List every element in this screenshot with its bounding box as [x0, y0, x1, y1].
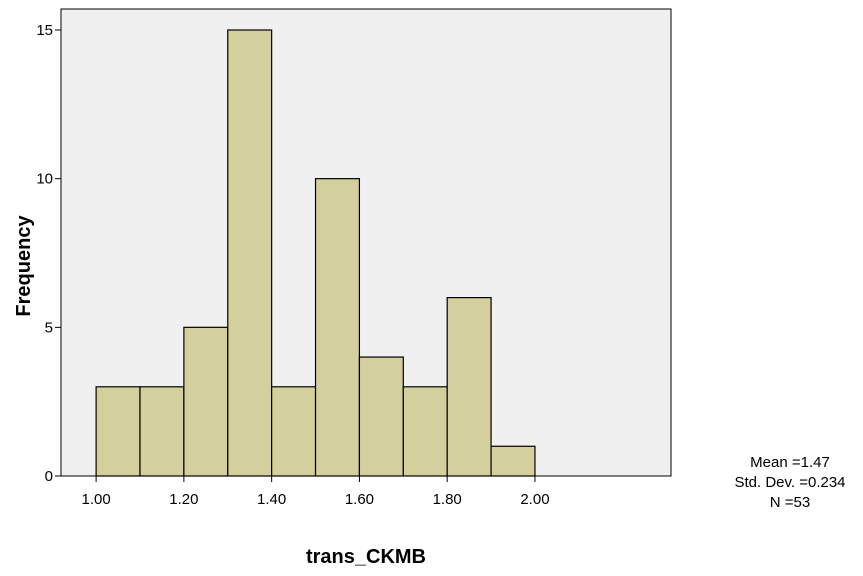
histogram-bar [358, 356, 404, 477]
y-axis-title: Frequency [13, 215, 35, 317]
y-tick-label: 0 [45, 468, 53, 485]
histogram-bar [446, 297, 492, 477]
summary-stats: Mean =1.47 Std. Dev. =0.234 N =53 [734, 454, 845, 511]
y-tick-label: 10 [36, 171, 53, 188]
histogram-bar [139, 386, 185, 477]
histogram-bar [402, 386, 448, 477]
histogram-bar [183, 326, 229, 477]
histogram-bar [95, 386, 141, 477]
stats-std-dev: Std. Dev. =0.234 [734, 474, 845, 491]
x-tick-label: 1.80 [433, 491, 462, 508]
histogram-bars [95, 29, 536, 477]
y-axis: 0 5 10 15 [36, 22, 61, 485]
stats-mean: Mean =1.47 [750, 454, 830, 471]
histogram-bar [314, 178, 361, 477]
x-axis-title: trans_CKMB [306, 546, 426, 568]
x-tick-label: 1.20 [169, 491, 198, 508]
x-tick-label: 2.00 [520, 491, 549, 508]
stats-n: N =53 [770, 494, 810, 511]
y-tick-label: 5 [45, 319, 53, 336]
histogram-bar [490, 445, 536, 477]
x-tick-label: 1.40 [257, 491, 286, 508]
histogram-bar [271, 386, 317, 477]
y-tick-label: 15 [36, 22, 53, 39]
histogram-bar [227, 29, 273, 477]
x-tick-label: 1.60 [345, 491, 374, 508]
x-axis: 1.00 1.20 1.40 1.60 1.80 2.00 [82, 476, 550, 508]
x-tick-label: 1.00 [82, 491, 111, 508]
